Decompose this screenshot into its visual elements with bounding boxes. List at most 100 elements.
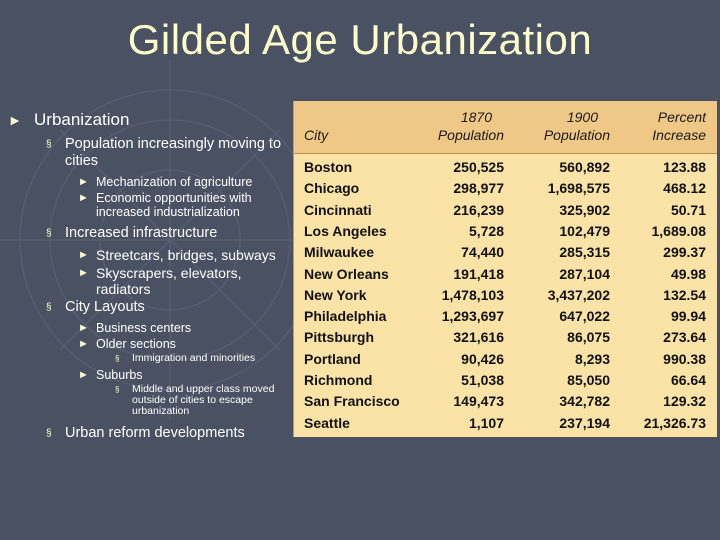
bullet-text: Streetcars, bridges, subways [96, 247, 276, 263]
slide-title: Gilded Age Urbanization [127, 16, 593, 63]
pop-1870-cell: 1,293,697 [441, 308, 504, 325]
arrow-bullet-icon: ► [78, 369, 89, 381]
city-cell: Boston [304, 159, 353, 175]
bullet-text: Economic opportunities with increased in… [96, 191, 252, 219]
percent-cell: 123.88 [663, 159, 706, 175]
table-row: San Francisco 149,473 342,782 129.32 [294, 391, 717, 412]
table-row: Pittsburgh 321,616 86,075 273.64 [294, 327, 717, 348]
bullet-middle-upper-class: § Middle and upper class moved outside o… [8, 384, 293, 417]
pop-1870-cell: 216,239 [453, 201, 504, 218]
bullet-business-centers: ► Business centers [8, 321, 293, 335]
bullet-population-moving: § Population increasingly moving to citi… [8, 136, 293, 170]
city-cell: Chicago [304, 180, 360, 197]
table-row: Milwaukee 74,440 285,315 299.37 [294, 242, 717, 263]
pop-1900-cell: 560,892 [559, 159, 610, 175]
arrow-bullet-icon: ► [78, 249, 89, 261]
bullet-suburbs: ► Suburbs [8, 368, 293, 382]
square-bullet-icon: § [46, 139, 52, 150]
bullet-older-sections: ► Older sections [8, 337, 293, 351]
arrow-bullet-icon: ► [78, 192, 89, 204]
pop-1870-cell: 191,418 [453, 265, 504, 282]
arrow-bullet-icon: ► [78, 322, 89, 334]
pop-1900-cell: 287,104 [559, 265, 610, 282]
pop-1870-cell: 74,440 [461, 244, 504, 261]
pop-1870-cell: 1,107 [468, 414, 504, 431]
bullet-text: Population increasingly moving to cities [65, 136, 282, 169]
table-row: Los Angeles 5,728 102,479 1,689.08 [294, 221, 717, 242]
header-increase: Increase [652, 127, 706, 143]
square-bullet-icon: § [46, 302, 52, 313]
city-cell: Richmond [304, 372, 373, 388]
pop-1870-cell: 5,728 [468, 222, 504, 239]
bullet-text: Urban reform developments [65, 425, 245, 441]
percent-cell: 129.32 [663, 393, 706, 410]
city-cell: Cincinnati [304, 201, 372, 218]
bullet-city-layouts: § City Layouts [8, 299, 293, 316]
city-cell: Pittsburgh [304, 329, 374, 346]
arrow-bullet-icon: ► [8, 112, 22, 128]
percent-cell: 299.37 [663, 244, 706, 261]
city-cell: Philadelphia [304, 308, 387, 325]
pop-1900-cell: 1,698,575 [547, 180, 610, 197]
bullet-urbanization: ► Urbanization [8, 110, 293, 130]
pop-1870-cell: 149,473 [453, 393, 504, 410]
percent-cell: 132.54 [663, 286, 706, 303]
bullet-immigration: § Immigration and minorities [8, 353, 293, 364]
pop-1900-cell: 342,782 [559, 393, 610, 410]
bullet-economic-opportunities: ► Economic opportunities with increased … [8, 191, 293, 219]
bullet-text: Mechanization of agriculture [96, 175, 253, 189]
arrow-bullet-icon: ► [78, 267, 89, 279]
table-row: Cincinnati 216,239 325,902 50.71 [294, 200, 717, 221]
bullet-text: Older sections [96, 337, 176, 351]
pop-1870-cell: 51,038 [461, 372, 504, 388]
bullet-infrastructure: § Increased infrastructure [8, 225, 293, 242]
city-cell: San Francisco [304, 393, 400, 410]
table-row: Philadelphia 1,293,697 647,022 99.94 [294, 306, 717, 327]
city-cell: Seattle [304, 414, 350, 431]
header-1900-population: Population [543, 127, 610, 143]
pop-1900-cell: 285,315 [559, 244, 610, 261]
square-bullet-icon: § [115, 354, 120, 363]
percent-cell: 21,326.73 [643, 414, 706, 431]
pop-1900-cell: 325,902 [559, 201, 610, 218]
square-bullet-icon: § [46, 228, 52, 239]
percent-cell: 273.64 [663, 329, 706, 346]
pop-1870-cell: 90,426 [461, 350, 504, 367]
table-row: New Orleans 191,418 287,104 49.98 [294, 264, 717, 285]
bullet-list: ► Urbanization § Population increasingly… [8, 110, 293, 447]
city-cell: New York [304, 286, 367, 303]
header-1870-year: 1870 [460, 109, 492, 125]
pop-1870-cell: 321,616 [453, 329, 504, 346]
square-bullet-icon: § [115, 385, 120, 394]
city-cell: Milwaukee [304, 244, 375, 261]
percent-cell: 990.38 [663, 350, 706, 367]
table-row: New York 1,478,103 3,437,202 132.54 [294, 285, 717, 306]
percent-cell: 468.12 [663, 180, 706, 197]
header-city: City [304, 127, 329, 143]
table-row: Boston 250,525 560,892 123.88 [294, 157, 717, 178]
pop-1870-cell: 1,478,103 [441, 286, 504, 303]
bullet-text: City Layouts [65, 299, 145, 315]
bullet-text: Increased infrastructure [65, 225, 218, 241]
pop-1870-cell: 250,525 [453, 159, 504, 175]
bullet-urban-reform: § Urban reform developments [8, 425, 293, 442]
arrow-bullet-icon: ► [78, 338, 89, 350]
population-table: City 1870 Population 1900 Population Per… [293, 101, 717, 437]
percent-cell: 1,689.08 [651, 222, 707, 239]
percent-cell: 49.98 [670, 265, 706, 282]
pop-1900-cell: 85,050 [567, 372, 610, 388]
arrow-bullet-icon: ► [78, 176, 89, 188]
bullet-text: Skyscrapers, elevators, radiators [96, 265, 242, 297]
table-row: Chicago 298,977 1,698,575 468.12 [294, 178, 717, 199]
bullet-text: Immigration and minorities [132, 352, 256, 364]
percent-cell: 99.94 [670, 308, 706, 325]
city-cell: Los Angeles [304, 222, 387, 239]
bullet-mechanization: ► Mechanization of agriculture [8, 175, 293, 189]
square-bullet-icon: § [46, 428, 52, 439]
header-percent: Percent [657, 109, 706, 125]
header-1870-population: Population [437, 127, 504, 143]
bullet-text: Suburbs [96, 368, 143, 382]
bullet-streetcars: ► Streetcars, bridges, subways [8, 247, 293, 263]
city-cell: New Orleans [304, 265, 389, 282]
